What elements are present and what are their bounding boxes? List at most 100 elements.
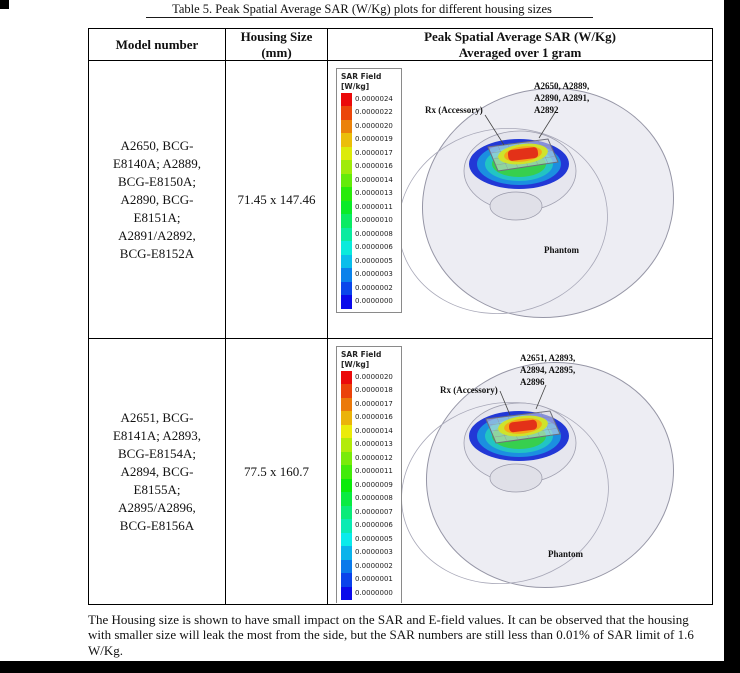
legend-value: 0.0000005 [355, 534, 393, 543]
document-page: Table 5. Peak Spatial Average SAR (W/Kg)… [0, 0, 724, 661]
legend-color-swatch [341, 160, 352, 174]
legend-value: 0.0000005 [355, 256, 393, 265]
legend-value: 0.0000003 [355, 548, 393, 557]
legend-value: 0.0000017 [355, 399, 393, 408]
legend-value: 0.0000011 [355, 467, 393, 476]
legend-color-swatch [341, 119, 352, 134]
legend-title: SAR Field [341, 72, 382, 82]
table-caption: Table 5. Peak Spatial Average SAR (W/Kg)… [172, 2, 552, 16]
legend-value: 0.0000020 [355, 121, 393, 130]
legend-unit: [W/kg] [341, 359, 370, 369]
legend-entry: 0.0000007 [341, 505, 399, 520]
legend-value: 0.0000019 [355, 135, 393, 144]
legend-color-swatch [341, 573, 352, 587]
legend-color-swatch [341, 519, 352, 533]
legend-unit: [W/kg] [341, 81, 370, 91]
legend-color-swatch [341, 295, 352, 309]
sar-3d-plot-image [398, 88, 675, 319]
legend-entry: 0.0000022 [341, 106, 399, 120]
legend-color-swatch [341, 492, 352, 506]
legend-color-swatch [341, 200, 352, 215]
legend-value: 0.0000002 [355, 283, 393, 292]
leader-lines [484, 110, 557, 146]
table-header-row: Model number Housing Size (mm) Peak Spat… [88, 27, 713, 62]
legend-value: 0.0000000 [355, 588, 393, 597]
caption-underline [146, 17, 593, 18]
legend-entry: 0.0000014 [341, 173, 399, 188]
legend-color-swatch [341, 478, 352, 493]
legend-entry: 0.0000000 [341, 586, 399, 601]
legend-entry: 0.0000017 [341, 146, 399, 161]
legend-value: 0.0000017 [355, 148, 393, 157]
legend-color-swatch [341, 227, 352, 242]
legend-entry: 0.0000005 [341, 254, 399, 269]
legend-entry: 0.0000006 [341, 241, 399, 255]
legend-entry: 0.0000003 [341, 546, 399, 560]
sar-3d-plot-image [401, 362, 675, 589]
legend-entry: 0.0000013 [341, 187, 399, 201]
legend-entry: 0.0000002 [341, 559, 399, 574]
legend-value: 0.0000018 [355, 386, 393, 395]
legend-color-swatch [341, 397, 352, 412]
sar-plot: SAR Field [W/kg] 0.0000020 0.0000018 0.000… [328, 339, 711, 604]
body-paragraph: The Housing size is shown to have small … [88, 612, 694, 658]
legend-color-swatch [341, 214, 352, 228]
legend-value: 0.0000012 [355, 453, 393, 462]
legend-color-swatch [341, 92, 352, 107]
table-row: A2650, BCG- E8140A; A2889, BCG-E8150A; A… [88, 60, 713, 340]
legend-color-swatch [341, 133, 352, 147]
legend-entry: 0.0000001 [341, 573, 399, 587]
legend-color-swatch [341, 370, 352, 385]
sar-legend: SAR Field [W/kg] 0.0000024 0.0000022 0.000… [336, 68, 402, 313]
legend-value: 0.0000008 [355, 229, 393, 238]
legend-value: 0.0000000 [355, 297, 393, 306]
rx-accessory-label: Rx (Accessory) [440, 385, 498, 396]
legend-entry: 0.0000016 [341, 160, 399, 174]
legend-entry: 0.0000020 [341, 119, 399, 134]
models-annotation: A2651, A2893, A2894, A2895, A2896 [520, 353, 576, 387]
legend-color-swatch [341, 438, 352, 452]
models-annotation: A2650, A2889, A2890, A2891, A2892 [534, 81, 590, 115]
legend-entry: 0.0000011 [341, 200, 399, 215]
legend-scale: 0.0000020 0.0000018 0.0000017 0.0000016 0.00… [341, 370, 399, 601]
legend-entry: 0.0000024 [341, 92, 399, 107]
legend-color-swatch [341, 384, 352, 398]
legend-entry: 0.0000012 [341, 451, 399, 466]
legend-value: 0.0000007 [355, 507, 393, 516]
legend-color-swatch [341, 254, 352, 269]
sar-plot: SAR Field [W/kg] 0.0000024 0.0000022 0.000… [328, 61, 711, 337]
legend-entry: 0.0000013 [341, 438, 399, 452]
legend-value: 0.0000014 [355, 426, 393, 435]
legend-color-swatch [341, 586, 352, 601]
legend-color-swatch [341, 173, 352, 188]
legend-value: 0.0000020 [355, 372, 393, 381]
legend-entry: 0.0000009 [341, 478, 399, 493]
rx-accessory-label: Rx (Accessory) [425, 105, 483, 116]
housing-size-cell: 77.5 x 160.7 [225, 338, 328, 606]
legend-value: 0.0000024 [355, 94, 393, 103]
device-outline [487, 138, 559, 172]
legend-value: 0.0000014 [355, 175, 393, 184]
legend-color-swatch [341, 187, 352, 201]
legend-value: 0.0000002 [355, 561, 393, 570]
legend-entry: 0.0000003 [341, 268, 399, 282]
legend-color-swatch [341, 424, 352, 439]
legend-color-swatch [341, 465, 352, 479]
legend-entry: 0.0000005 [341, 532, 399, 547]
legend-color-swatch [341, 106, 352, 120]
col-header-housing: Housing Size (mm) [225, 27, 328, 62]
legend-color-swatch [341, 505, 352, 520]
col-header-sar: Peak Spatial Average SAR (W/Kg) Averaged… [327, 27, 713, 62]
legend-color-swatch [341, 532, 352, 547]
sar-plot-cell: SAR Field [W/kg] 0.0000024 0.0000022 0.000… [327, 60, 713, 340]
legend-color-swatch [341, 411, 352, 425]
legend-entry: 0.0000016 [341, 411, 399, 425]
legend-entry: 0.0000017 [341, 397, 399, 412]
legend-value: 0.0000006 [355, 243, 393, 252]
legend-entry: 0.0000018 [341, 384, 399, 398]
legend-color-swatch [341, 451, 352, 466]
legend-entry: 0.0000011 [341, 465, 399, 479]
legend-value: 0.0000008 [355, 494, 393, 503]
model-number-cell: A2650, BCG- E8140A; A2889, BCG-E8150A; A… [88, 60, 226, 340]
